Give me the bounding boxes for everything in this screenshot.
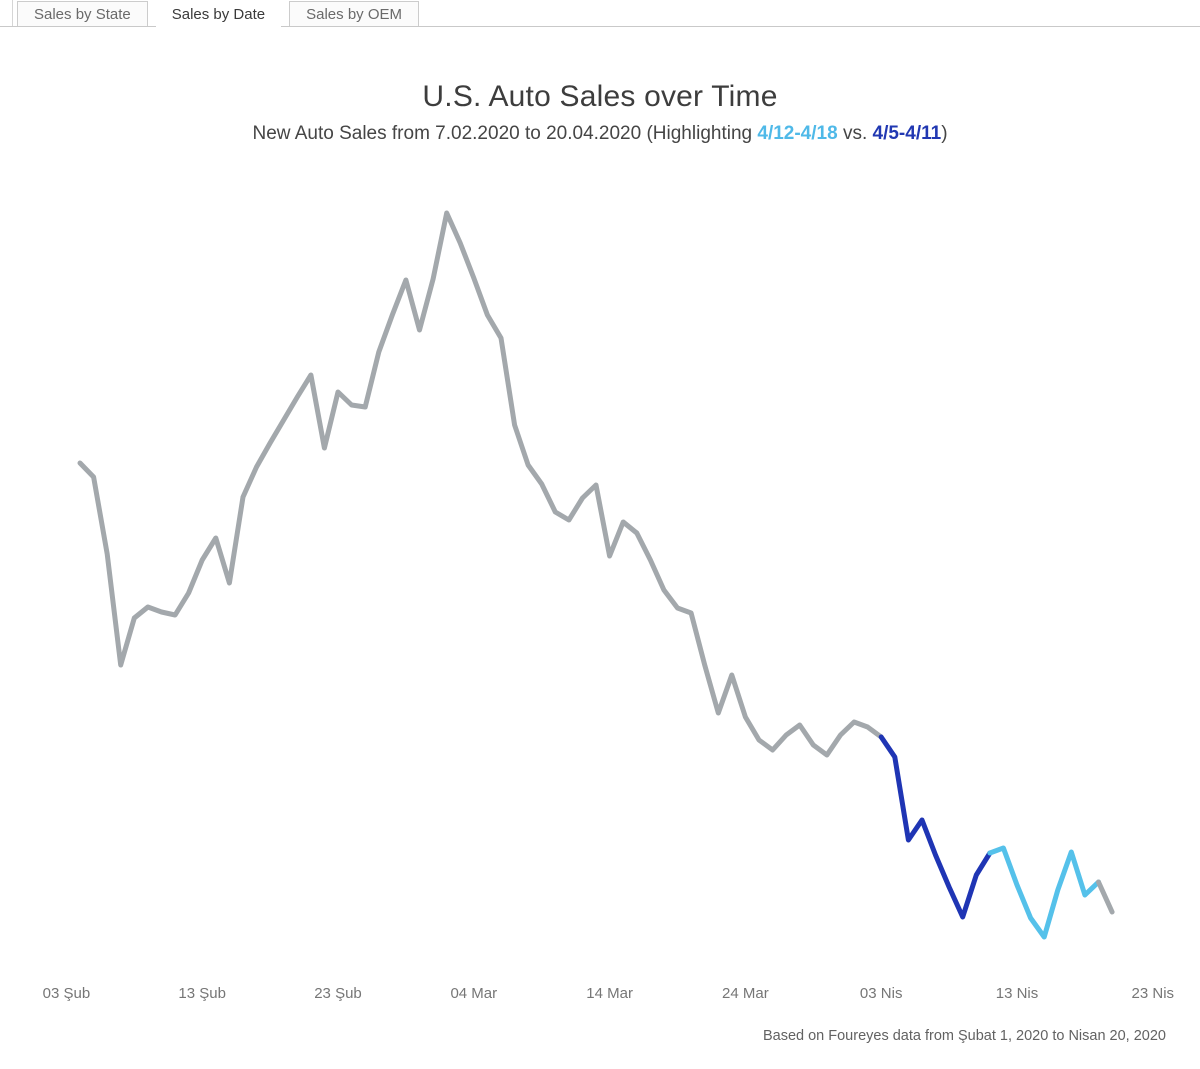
x-axis-tick-label: 04 Mar [450,985,497,1002]
line-segment-week-apr12-apr18 [987,845,1101,940]
chart-subtitle: New Auto Sales from 7.02.2020 to 20.04.2… [0,123,1200,145]
subtitle-vs: vs. [837,123,873,144]
x-axis-tick-label: 03 Nis [860,985,903,1002]
subtitle-prefix: New Auto Sales from 7.02.2020 to 20.04.2… [252,123,758,144]
x-axis-tick-label: 24 Mar [722,985,769,1002]
x-axis-tick-label: 23 Nis [1132,985,1175,1002]
tab-bar: Sales by State Sales by Date Sales by OE… [0,0,1200,27]
x-axis-tick-label: 23 Şub [314,985,362,1002]
highlight-range-apr12-18: 4/12-4/18 [757,123,838,144]
x-axis-tick-label: 03 Şub [43,985,91,1002]
chart-title: U.S. Auto Sales over Time [422,80,778,113]
line-segment-tail-gray [1096,879,1115,915]
x-axis-tick-label: 13 Şub [178,985,226,1002]
tab-sales-by-oem[interactable]: Sales by OEM [289,1,419,26]
highlight-range-apr5-11: 4/5-4/11 [872,123,942,144]
tab-sales-by-date[interactable]: Sales by Date [155,1,282,27]
tab-strip-left-edge [0,0,13,26]
data-source-note: Based on Foureyes data from Şubat 1, 202… [762,1028,1166,1044]
tab-sales-by-state[interactable]: Sales by State [17,1,148,26]
x-axis-tick-label: 13 Nis [996,985,1039,1002]
x-axis-tick-label: 14 Mar [586,985,633,1002]
subtitle-suffix: ) [941,123,948,144]
line-segment-week-apr5-apr11 [878,734,993,920]
line-segment-baseline-gray [77,210,884,758]
